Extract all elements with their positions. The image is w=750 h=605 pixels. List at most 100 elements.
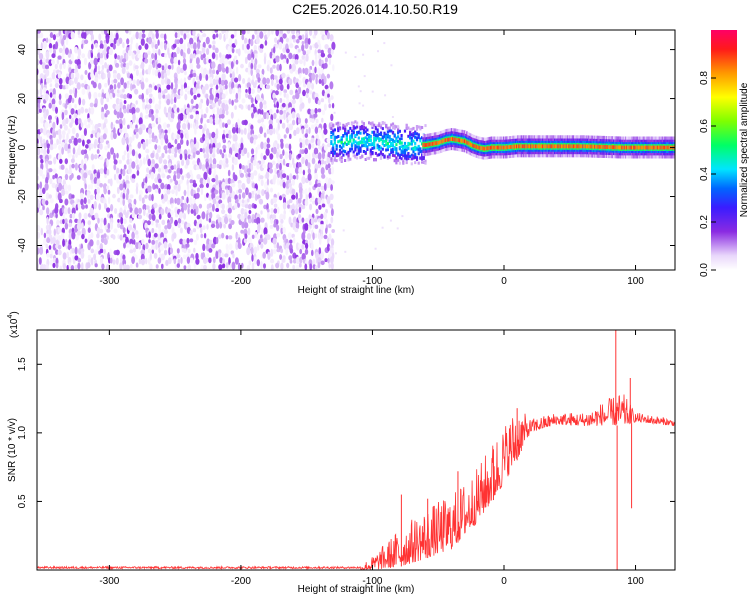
spectrogram-cell (195, 123, 199, 130)
spectrogram-cell (310, 137, 315, 143)
spectrogram-cell (221, 152, 225, 159)
spectrogram-cell (289, 163, 292, 168)
spectrogram-cell (138, 32, 143, 40)
spectrogram-cell (352, 131, 355, 135)
spectrogram-cell (193, 137, 197, 146)
spectrogram-cell (183, 33, 187, 40)
spectrogram-cell (162, 122, 168, 129)
spectrogram-cell (134, 254, 138, 260)
spectrogram-cell (211, 131, 216, 139)
spectrogram-cell (422, 143, 424, 147)
spectrogram-cell (190, 123, 193, 128)
spectrogram-cell (550, 144, 552, 149)
spectrogram-cell (345, 138, 348, 142)
spectrogram-cell (149, 57, 153, 65)
spectrogram-cell (137, 214, 143, 220)
spectrogram-cell (268, 162, 273, 169)
spectrogram-cell (395, 125, 398, 129)
spectrogram-cell (97, 123, 102, 128)
spectrogram-cell (38, 257, 42, 265)
spectrogram-cell (81, 83, 85, 88)
spectrogram-cell (272, 197, 278, 204)
spectrogram-cell (440, 140, 442, 144)
spectrogram-cell (116, 72, 121, 80)
spectrogram-cell (108, 257, 111, 264)
spectrogram-cell (628, 145, 630, 150)
spectrogram-cell (123, 263, 127, 270)
spectrogram-cell (218, 77, 222, 85)
spectrogram-cell (155, 138, 159, 144)
spectrogram-cell (388, 129, 391, 133)
spectrogram-cell (637, 145, 640, 150)
snr-x-tick-label: 0 (501, 576, 507, 587)
spectrogram-cell (514, 144, 517, 149)
spectrogram-cell (391, 138, 395, 142)
spectrogram-cell (198, 218, 202, 225)
spectrogram-cell (57, 71, 62, 79)
spectrogram-cell (273, 46, 276, 54)
spectrogram-cell (91, 39, 95, 45)
spectrogram-cell (649, 145, 652, 150)
spectrogram-cell (374, 158, 377, 162)
spectrogram-cell (373, 133, 376, 137)
spectrogram-cell (120, 62, 124, 68)
spectrogram-cell (77, 257, 82, 263)
spectrogram-cell (310, 217, 315, 226)
spectrogram-cell (265, 77, 270, 84)
spectrogram-cell (403, 141, 407, 145)
spectrogram-cell (298, 137, 302, 144)
spectrogram-cell (176, 107, 180, 113)
spectrogram-cell (124, 212, 129, 219)
spectrogram-cell (301, 149, 305, 155)
spectrogram-cell (90, 133, 94, 139)
spectrogram-cell (105, 264, 110, 270)
spectrogram-cell (51, 98, 56, 105)
spectrogram-cell (129, 218, 133, 223)
spectrogram-cell (338, 152, 342, 156)
spectrogram-cell (317, 67, 321, 75)
spectrogram-cell (512, 144, 514, 149)
spectrogram-cell (314, 126, 319, 134)
spectrogram-cell (192, 108, 197, 113)
spectrogram-cell (391, 147, 395, 151)
spectrogram-cell (103, 233, 107, 239)
spectrogram-cell (142, 141, 146, 150)
spectrogram-cell (412, 139, 415, 143)
spectrogram-cell (170, 165, 175, 171)
spectrogram-cell (59, 84, 63, 90)
spectrogram-cell (49, 92, 53, 98)
spectrogram-cell (204, 83, 209, 91)
spectrogram-cell (391, 153, 395, 157)
spectrogram-cell (337, 124, 340, 128)
spectrogram-cell (190, 203, 194, 211)
snr-spikes (400, 330, 633, 570)
spectrogram-cell (221, 54, 226, 61)
spectrogram-cell (86, 191, 91, 199)
spectrogram-cell (154, 188, 159, 194)
spectrogram-cell (308, 143, 312, 150)
spectrogram-cell (170, 112, 175, 120)
spectrogram-cell (398, 137, 401, 141)
spectrogram-cell (71, 163, 75, 169)
spectrogram-cell (288, 198, 293, 204)
spectrogram-cell (200, 67, 204, 75)
spectrogram-cell (42, 174, 46, 180)
spectrogram-cell (344, 150, 347, 154)
spectrogram-cell (126, 72, 131, 79)
spectrogram-cell (414, 152, 417, 156)
spectrogram-cell (97, 65, 101, 71)
spectrogram-cell (228, 147, 233, 156)
spectrogram-cell (94, 263, 98, 268)
spectrogram-cell (77, 30, 81, 36)
spectrogram-cell (386, 148, 389, 152)
spectrogram-cell (530, 144, 532, 149)
spectrogram-cell (228, 243, 233, 251)
spectrogram-cell (532, 144, 535, 149)
spectrogram-cell (221, 181, 226, 190)
spectrogram-cell (43, 87, 47, 95)
spectrogram-cell (624, 145, 627, 150)
spectrogram-cell (422, 161, 425, 164)
spectrogram-cell (410, 157, 413, 161)
spectrogram-cell (257, 243, 260, 251)
spectrogram-cell (263, 56, 267, 65)
